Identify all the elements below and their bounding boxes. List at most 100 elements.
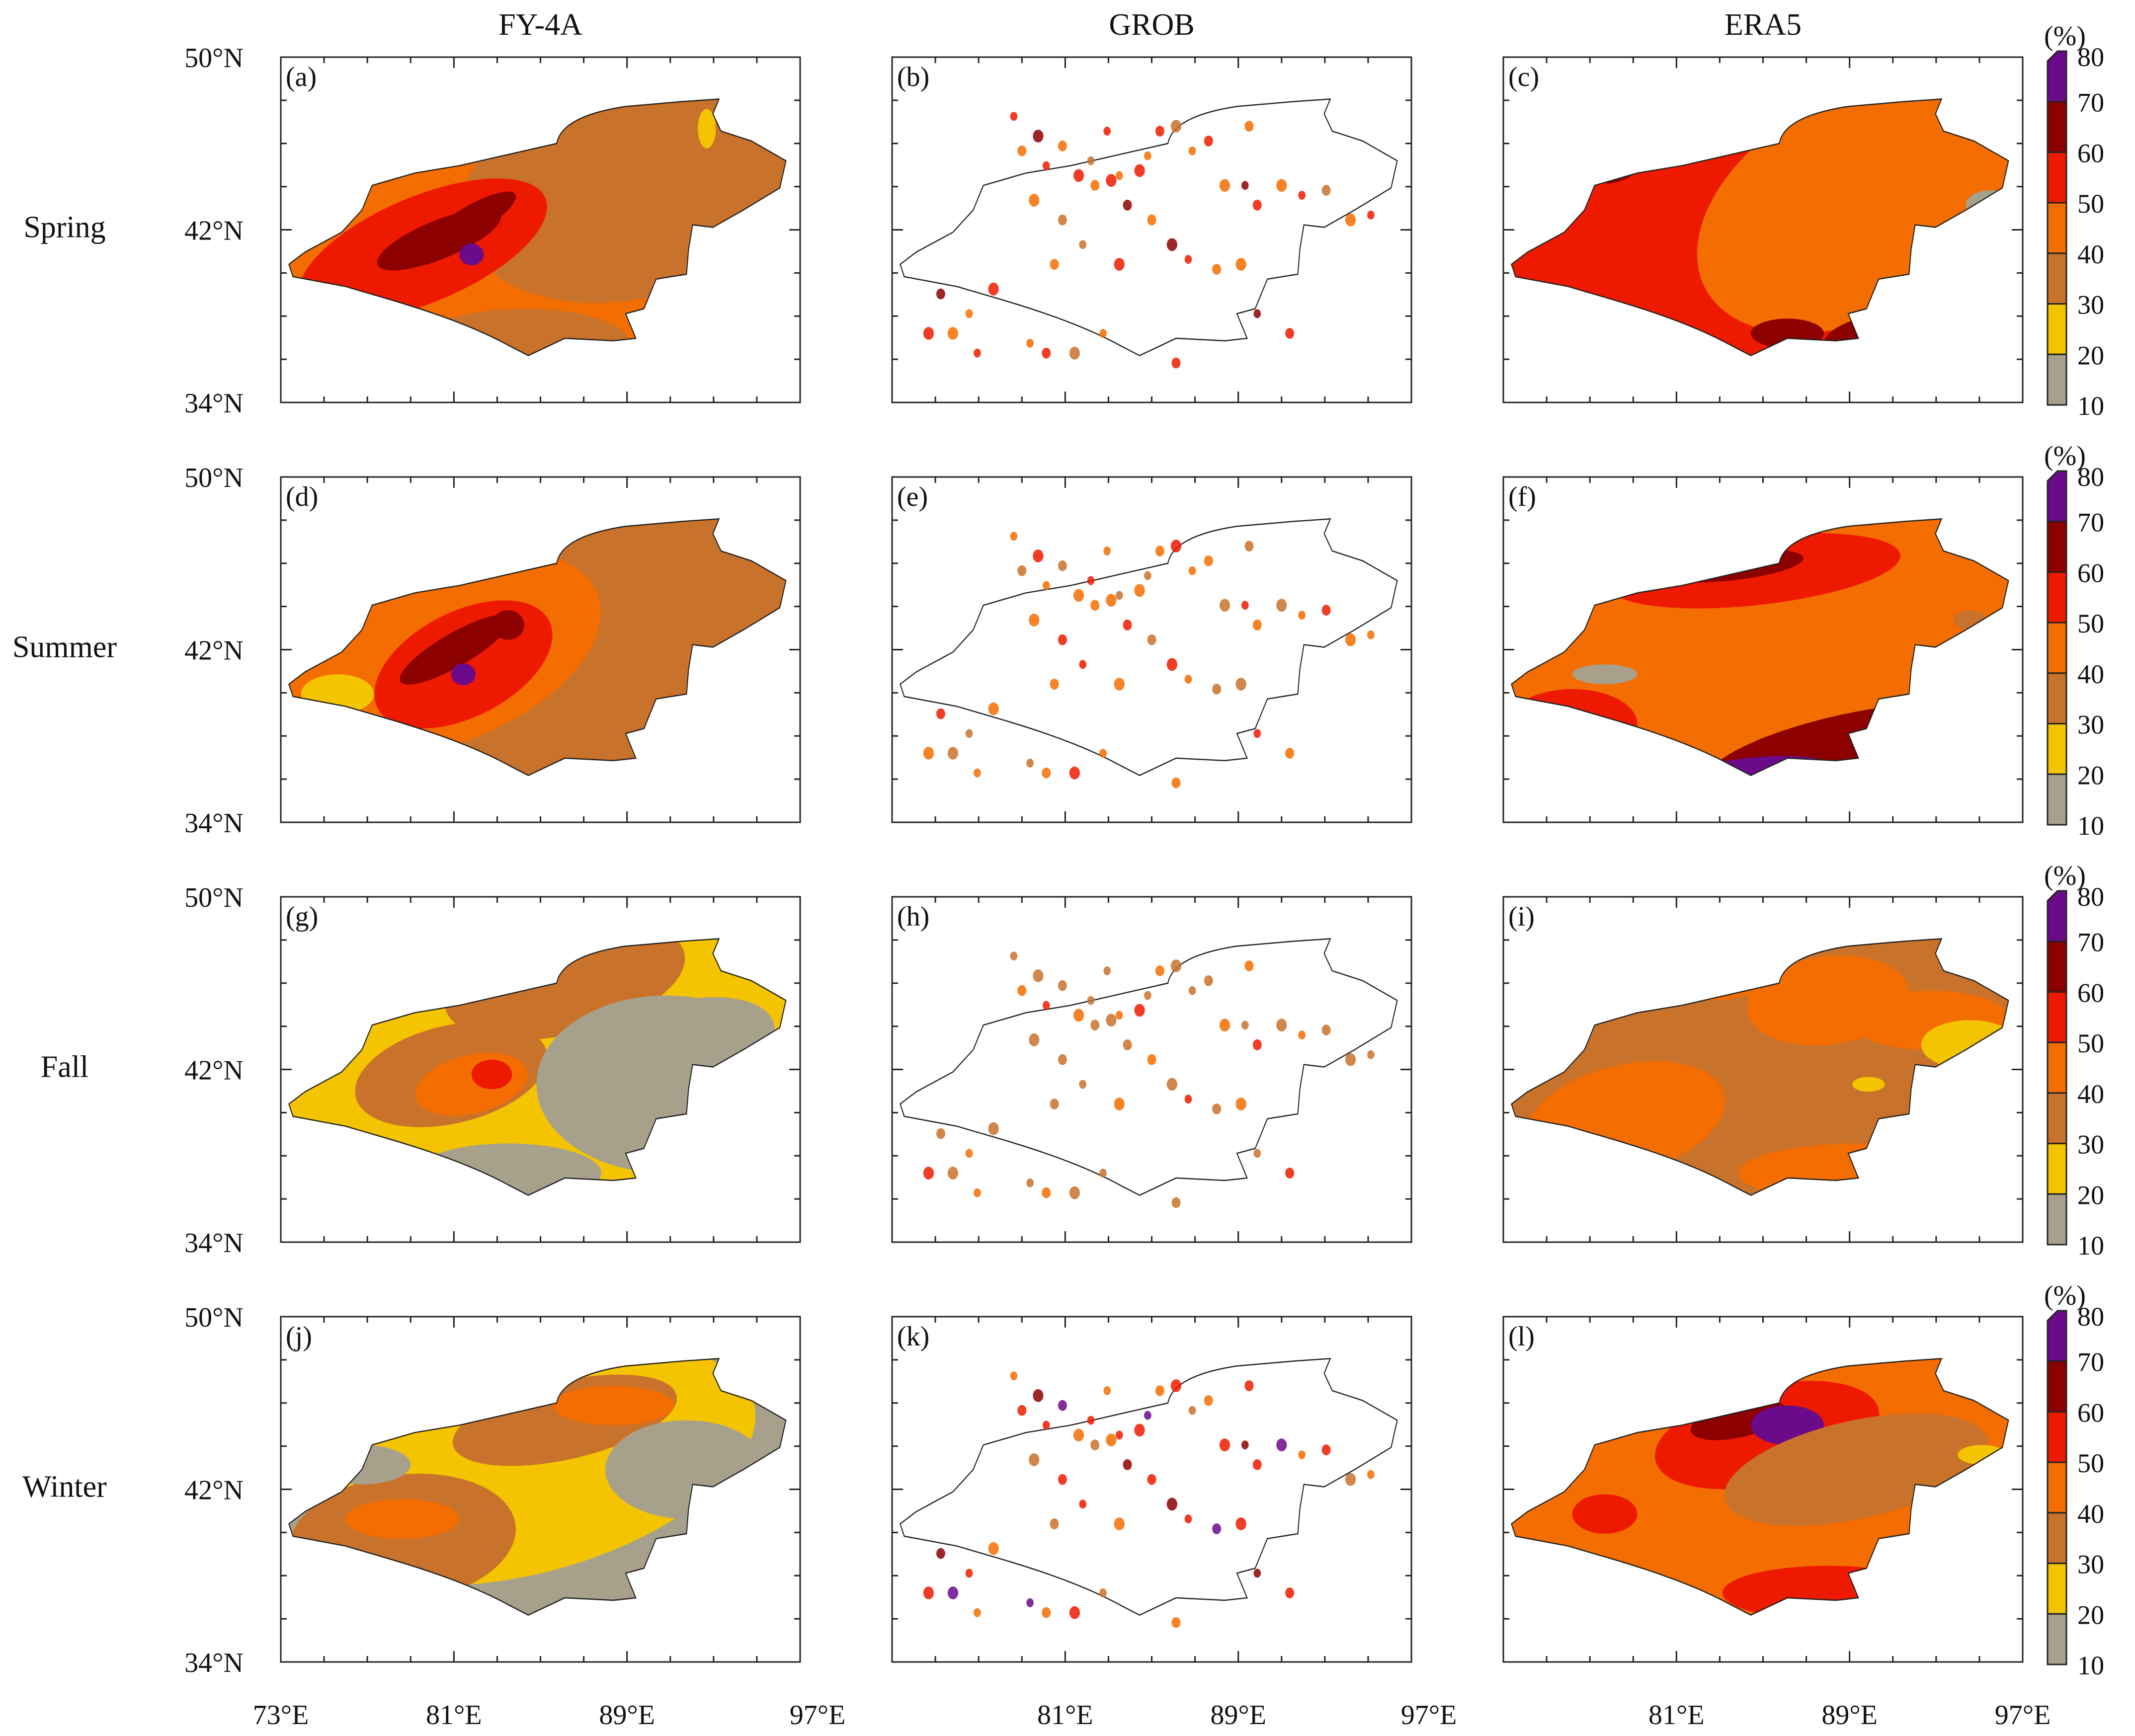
season-label: Fall (41, 1050, 88, 1084)
contour-patch (345, 1499, 460, 1539)
station-point (923, 747, 934, 760)
map-panel (280, 56, 801, 403)
map-panel (1502, 896, 2024, 1243)
contour-patch (471, 1059, 512, 1090)
station-point (1147, 1054, 1156, 1065)
colorbar-segment (2047, 252, 2067, 305)
station-point (1204, 975, 1213, 986)
station-point (1253, 1149, 1261, 1158)
contour-patch (1852, 1077, 1885, 1092)
station-point (974, 348, 981, 358)
contour-patch (552, 1386, 674, 1425)
contour-patch (427, 191, 516, 248)
station-point (1010, 1371, 1018, 1381)
station-point (1244, 541, 1254, 552)
station-point (1106, 174, 1117, 187)
station-point (1123, 1459, 1132, 1470)
lon-label: 81°E (1037, 1700, 1093, 1731)
station-point (923, 1586, 934, 1599)
colorbar-segment (2047, 571, 2067, 624)
station-point (1298, 611, 1306, 620)
station-point (1099, 1588, 1107, 1597)
station-point (1079, 1080, 1087, 1089)
station-point (1123, 199, 1132, 211)
station-point (1106, 1433, 1117, 1447)
lon-label: 97°E (790, 1700, 846, 1731)
axis-ticks (1503, 57, 2023, 402)
colorbar-unit: (%) (2044, 861, 2086, 891)
colorbar-tick-label: 70 (2077, 928, 2104, 957)
station-point (1042, 767, 1051, 779)
colorbar-segment (2047, 622, 2067, 674)
axis-ticks (281, 477, 800, 822)
station-point (1166, 238, 1177, 251)
station-point (1010, 112, 1018, 121)
station-point (923, 1167, 934, 1180)
axis-ticks (892, 1317, 1411, 1662)
station-point (1166, 658, 1177, 671)
colorbar-tick-label: 40 (2077, 659, 2104, 689)
station-point (1079, 240, 1087, 249)
map-panel (1502, 476, 2024, 823)
station-point (1276, 599, 1287, 612)
colorbar-tick-label: 60 (2077, 558, 2104, 588)
station-point (1253, 729, 1261, 738)
station-point (1184, 255, 1192, 264)
contour-patch (459, 243, 484, 265)
station-point (1087, 156, 1095, 165)
station-point (1090, 180, 1100, 191)
station-point (1134, 1004, 1145, 1017)
station-point (1253, 1569, 1261, 1578)
station-point (1252, 619, 1262, 631)
axis-ticks (892, 57, 1411, 402)
colorbar-tick-label: 80 (2077, 42, 2104, 72)
station-point (1010, 951, 1018, 961)
station-point (1144, 1411, 1151, 1420)
colorbar-tick-label: 20 (2077, 760, 2104, 790)
station-point (1090, 600, 1100, 611)
lat-label: 42°N (184, 1055, 244, 1086)
station-point (1171, 777, 1181, 789)
colorbar-segment (2047, 991, 2067, 1043)
colorbar-segment (2047, 773, 2067, 826)
station-point (1171, 1197, 1181, 1208)
colorbar-segment (2047, 1143, 2067, 1195)
station-point (1345, 213, 1356, 227)
station-point (1367, 630, 1375, 639)
panel-label: (f) (1508, 481, 1536, 512)
station-point (1042, 347, 1051, 359)
lat-label: 34°N (184, 1228, 244, 1259)
station-point (1017, 565, 1027, 576)
station-point (974, 768, 981, 778)
station-point (1042, 1187, 1051, 1198)
lat-label: 34°N (184, 808, 244, 839)
station-point (1029, 194, 1040, 207)
station-point (1033, 129, 1044, 143)
contour-patch (1572, 1494, 1638, 1534)
station-point (1219, 179, 1231, 192)
station-point (1241, 601, 1249, 610)
station-point (947, 1586, 959, 1599)
station-point (1069, 346, 1080, 360)
station-point (965, 729, 973, 738)
colorbar-tick-label: 50 (2077, 1028, 2104, 1058)
colorbar-tick-label: 20 (2077, 1600, 2104, 1630)
station-point (1099, 749, 1107, 758)
station-point (1219, 1019, 1231, 1032)
station-point (1252, 199, 1262, 211)
station-point (1026, 758, 1034, 768)
station-point (1321, 185, 1331, 196)
station-point (1184, 675, 1192, 684)
colorbar-segment (2047, 723, 2067, 775)
colorbar-tick-label: 40 (2077, 1499, 2104, 1529)
axis-ticks (1503, 897, 2023, 1242)
station-point (1170, 1379, 1182, 1392)
lat-label: 50°N (184, 1302, 244, 1333)
station-point (988, 702, 999, 715)
colorbar-segment (2047, 941, 2067, 993)
axis-ticks (892, 477, 1411, 822)
lon-label: 73°E (253, 1700, 309, 1731)
colorbar-tick-label: 60 (2077, 138, 2104, 168)
colorbar-segment (2047, 1411, 2067, 1463)
